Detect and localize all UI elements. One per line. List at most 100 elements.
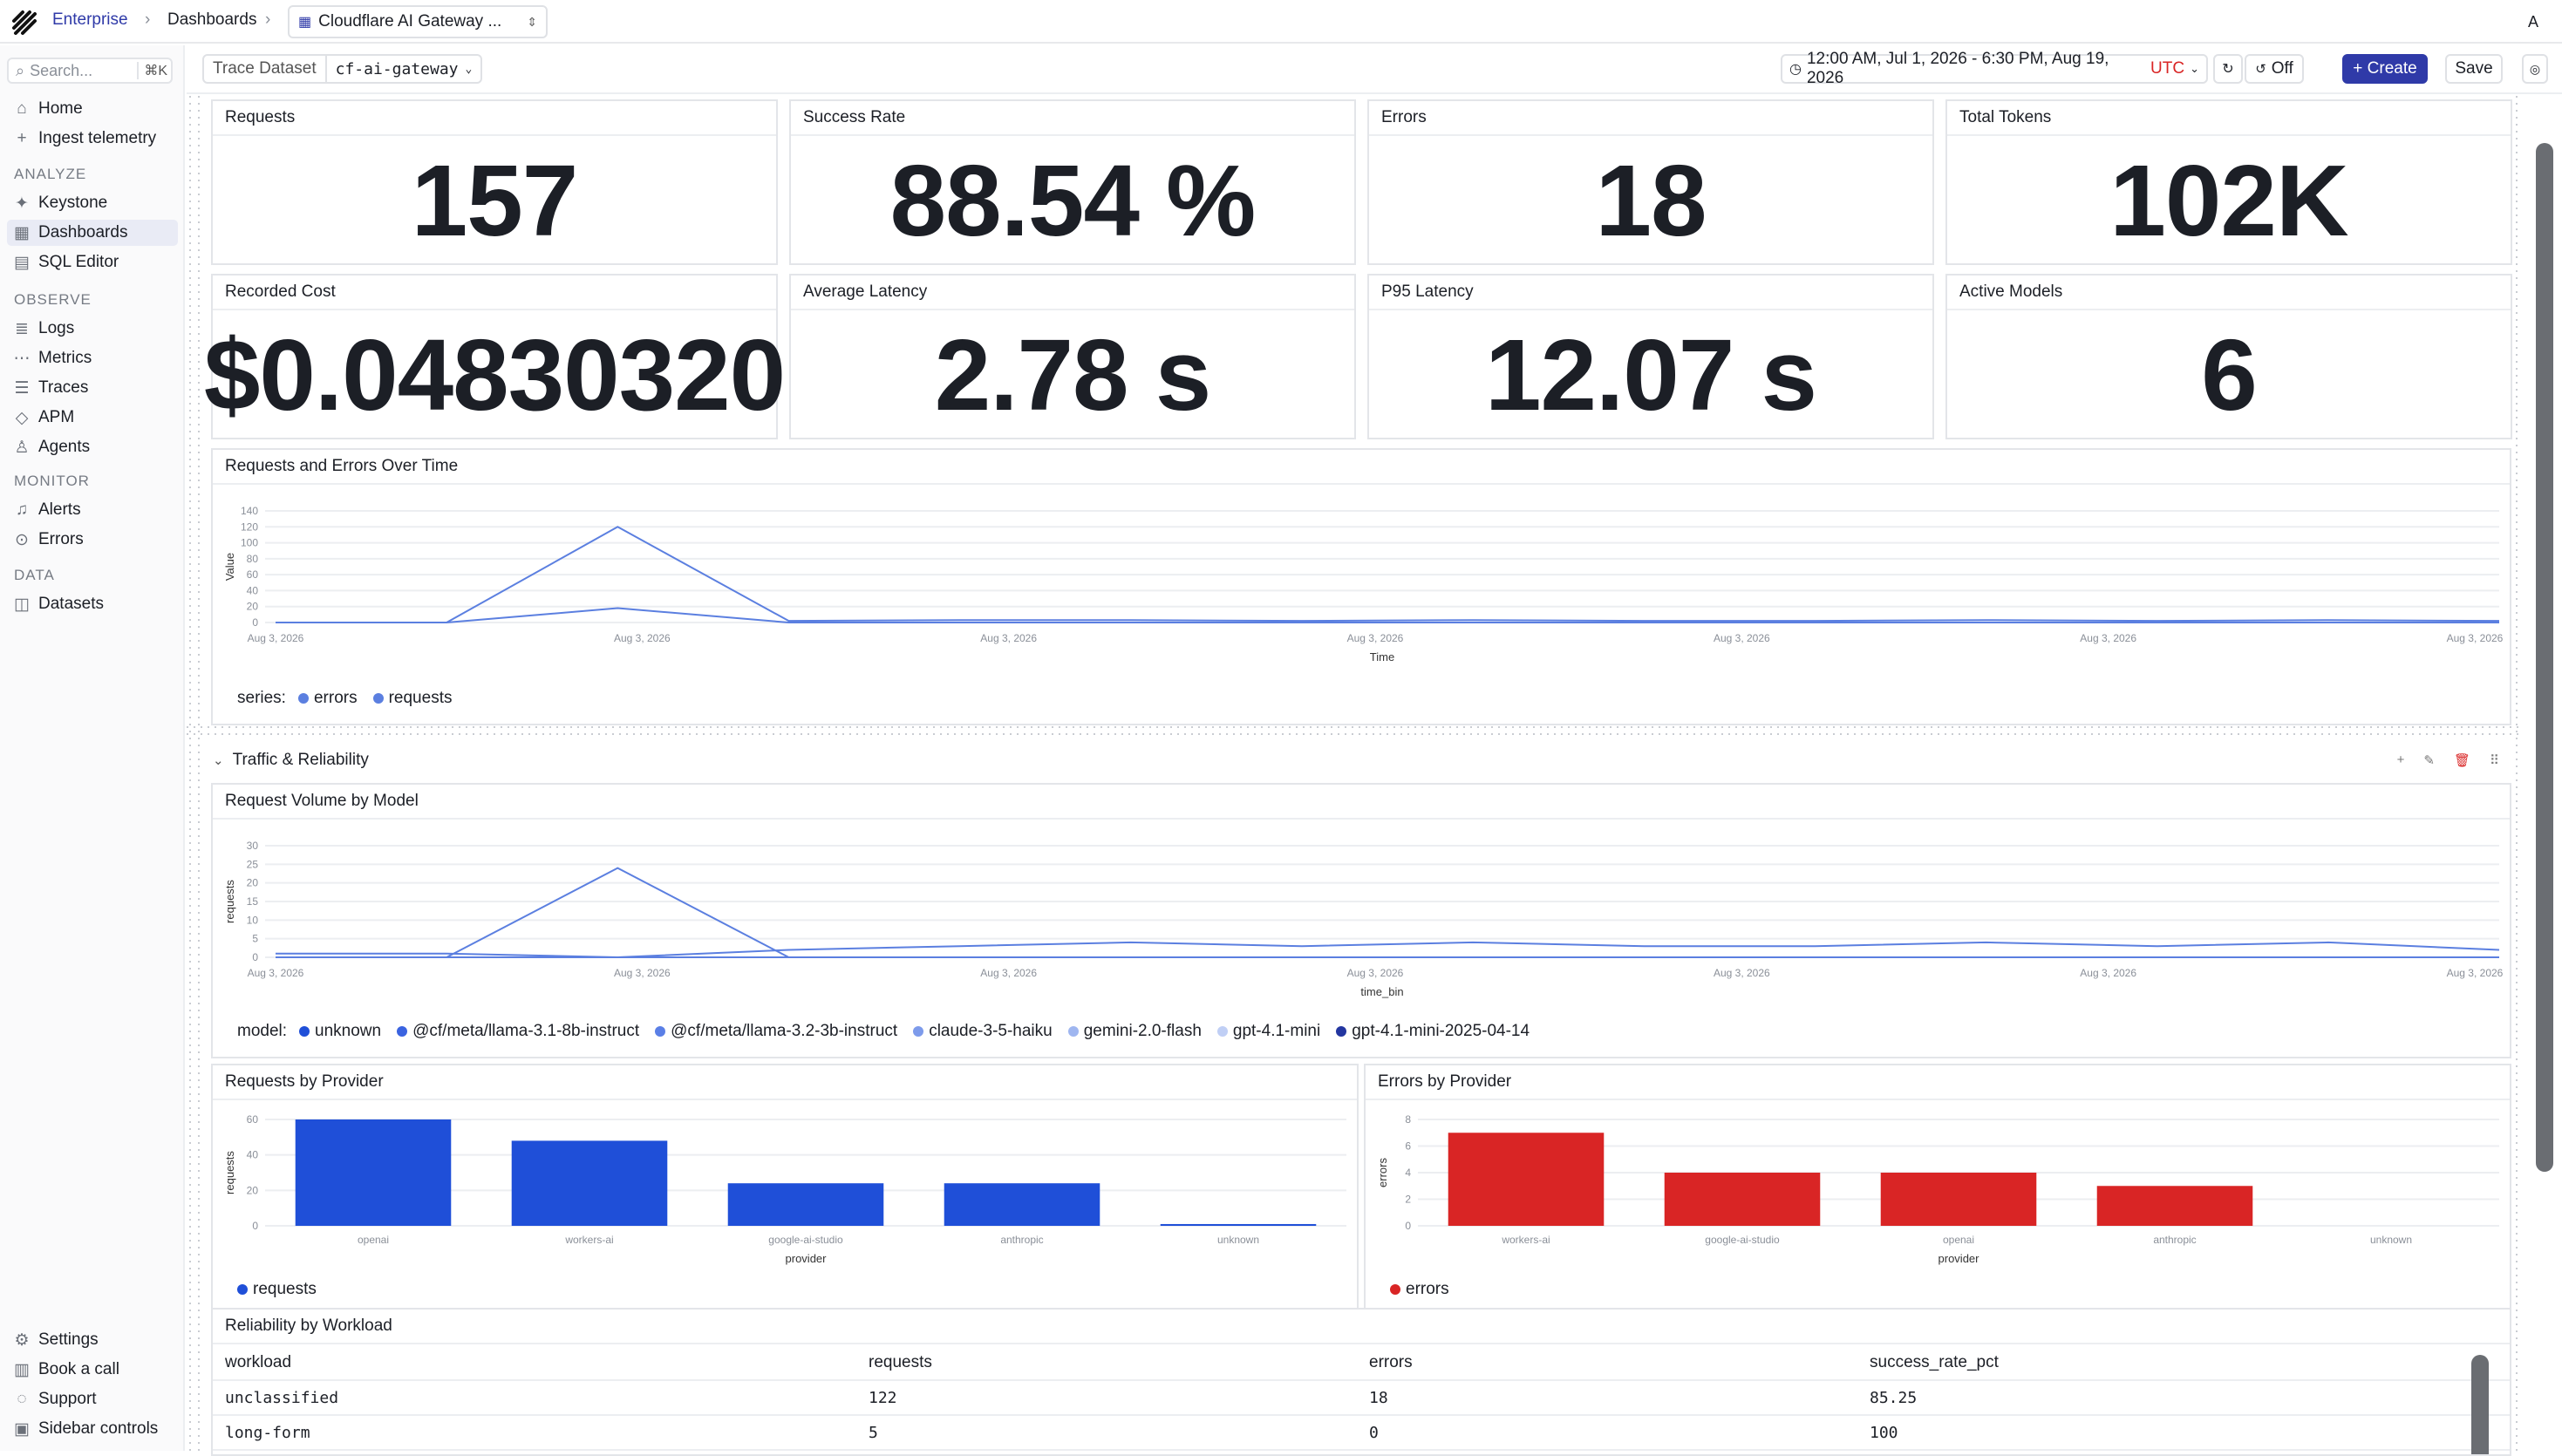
edit-icon[interactable]: ✎ bbox=[2423, 753, 2435, 768]
sidebar-item-agents[interactable]: ♙ Agents bbox=[7, 434, 178, 460]
y-axis-label: errors bbox=[1376, 1158, 1389, 1187]
bar-google-ai-studio[interactable] bbox=[727, 1183, 884, 1226]
dashboard-name: Cloudflare AI Gateway ... bbox=[318, 12, 502, 31]
delete-icon[interactable]: 🗑 bbox=[2453, 753, 2470, 768]
x-tick-label: Aug 3, 2026 bbox=[2447, 967, 2504, 979]
dashboard-selector[interactable]: ▦ Cloudflare AI Gateway ... ⇕ bbox=[288, 5, 548, 38]
sidebar-item-apm[interactable]: ◇ APM bbox=[7, 405, 178, 431]
legend-swatch bbox=[1067, 1026, 1079, 1037]
sidebar-item-errors[interactable]: ⊙ Errors bbox=[7, 527, 178, 553]
save-button[interactable]: Save bbox=[2445, 54, 2503, 84]
x-tick-label: anthropic bbox=[1000, 1234, 1043, 1246]
y-tick-label: 8 bbox=[1405, 1113, 1411, 1126]
dataset-selector[interactable]: Trace Dataset cf-ai-gateway ⌄ bbox=[202, 54, 483, 84]
search-icon: ⌕ bbox=[16, 61, 25, 79]
stat-title: Average Latency bbox=[791, 276, 1354, 310]
legend-swatch bbox=[237, 1284, 248, 1295]
y-tick-label: 6 bbox=[1405, 1140, 1411, 1153]
column-header: workload bbox=[225, 1353, 292, 1371]
page-scrollbar[interactable] bbox=[2536, 143, 2553, 1172]
clock-icon: ◷ bbox=[1789, 62, 1802, 77]
legend-entry[interactable]: requests bbox=[388, 689, 453, 707]
bar-openai[interactable] bbox=[295, 1119, 452, 1226]
legend-entry[interactable]: gpt-4.1-mini bbox=[1232, 1022, 1321, 1040]
legend-entry[interactable]: claude-3-5-haiku bbox=[929, 1022, 1053, 1040]
legend-entry[interactable]: requests bbox=[253, 1280, 317, 1298]
group-title: Traffic & Reliability bbox=[232, 751, 369, 769]
bar-workers-ai[interactable] bbox=[511, 1140, 668, 1226]
refresh-button[interactable]: ↻ bbox=[2213, 54, 2243, 84]
table-row[interactable]: unclassified 122 18 85.25 bbox=[213, 1381, 2510, 1416]
x-tick-label: Aug 3, 2026 bbox=[248, 967, 304, 979]
sidebar-item-home[interactable]: ⌂ Home bbox=[7, 96, 178, 122]
bell-icon: ♫ bbox=[15, 500, 29, 519]
stat-card-total-tokens: Total Tokens 102K bbox=[1945, 99, 2512, 265]
legend-swatch bbox=[299, 1026, 310, 1037]
sidebar-item-label: APM bbox=[38, 408, 75, 426]
bar-unknown[interactable] bbox=[1160, 1223, 1317, 1226]
legend-entry[interactable]: gemini-2.0-flash bbox=[1083, 1022, 1202, 1040]
breadcrumb-separator-icon: › bbox=[145, 10, 151, 29]
dashboard-icon: ▦ bbox=[14, 223, 30, 242]
group-header[interactable]: ⌄ Traffic & Reliability + ✎ 🗑 ⠿ bbox=[202, 743, 2511, 778]
settings-button[interactable]: ◎ bbox=[2522, 54, 2548, 84]
sidebar-item-alerts[interactable]: ♫ Alerts bbox=[7, 497, 178, 523]
create-button[interactable]: + Create bbox=[2342, 54, 2428, 84]
legend-entry[interactable]: @cf/meta/llama-3.1-8b-instruct bbox=[412, 1022, 640, 1040]
stat-title: Active Models bbox=[1947, 276, 2511, 310]
drag-handle-icon[interactable]: ⠿ bbox=[2490, 753, 2499, 768]
legend-entry[interactable]: @cf/meta/llama-3.2-3b-instruct bbox=[671, 1022, 898, 1040]
sidebar-item-datasets[interactable]: ◫ Datasets bbox=[7, 591, 178, 617]
y-tick-label: 2 bbox=[1405, 1194, 1411, 1206]
sidebar-item-ingest-telemetry[interactable]: + Ingest telemetry bbox=[7, 126, 178, 152]
sidebar-item-sql-editor[interactable]: ▤ SQL Editor bbox=[7, 249, 178, 276]
table-cell: unclassified bbox=[225, 1388, 339, 1407]
workspace-name[interactable]: Enterprise bbox=[52, 10, 128, 29]
sidebar-item-label: Dashboards bbox=[38, 223, 128, 242]
bar-workers-ai[interactable] bbox=[1448, 1133, 1605, 1226]
app-logo-icon[interactable] bbox=[10, 9, 38, 37]
bar-google-ai-studio[interactable] bbox=[1664, 1173, 1821, 1226]
stat-value: 102K bbox=[2109, 144, 2348, 257]
bar-anthropic[interactable] bbox=[944, 1183, 1100, 1226]
avatar[interactable]: A bbox=[2527, 12, 2538, 31]
sidebar-item-traces[interactable]: ☰ Traces bbox=[7, 375, 178, 401]
legend-entry[interactable]: gpt-4.1-mini-2025-04-14 bbox=[1352, 1022, 1530, 1040]
legend-entry[interactable]: errors bbox=[313, 689, 358, 707]
bar-anthropic[interactable] bbox=[2096, 1186, 2253, 1226]
sidebar-item-book-a-call[interactable]: ▥ Book a call bbox=[7, 1357, 178, 1383]
sidebar-item-keystone[interactable]: ✦ Keystone bbox=[7, 190, 178, 216]
stat-card-average-latency: Average Latency 2.78 s bbox=[789, 274, 1356, 439]
time-range-picker[interactable]: ◷ 12:00 AM, Jul 1, 2026 - 6:30 PM, Aug 1… bbox=[1781, 50, 2208, 87]
table-row[interactable]: long-form 5 0 100 bbox=[213, 1416, 2510, 1451]
legend-entry[interactable]: errors bbox=[1406, 1280, 1449, 1298]
sidebar-item-dashboards[interactable]: ▦ Dashboards bbox=[7, 220, 178, 246]
legend-title: series: bbox=[237, 689, 286, 707]
bar-openai[interactable] bbox=[1880, 1173, 2037, 1226]
legend-entry[interactable]: unknown bbox=[315, 1022, 382, 1040]
sidebar-item-sidebar-controls[interactable]: ▣ Sidebar controls bbox=[7, 1416, 178, 1442]
sidebar-item-logs[interactable]: ≣ Logs bbox=[7, 316, 178, 342]
stat-card-active-models: Active Models 6 bbox=[1945, 274, 2512, 439]
search-input[interactable]: ⌕ Search... ⌘K bbox=[7, 58, 173, 84]
terminal-icon: ▤ bbox=[14, 253, 30, 272]
request-volume-chart-card: Request Volume by Model 0 5 10 15 20 25 30 Aug … bbox=[211, 783, 2511, 1058]
settings-icon: ◎ bbox=[2529, 61, 2541, 76]
x-tick-label: openai bbox=[358, 1234, 389, 1246]
breadcrumb-dashboards[interactable]: Dashboards bbox=[167, 10, 257, 29]
x-tick-label: Aug 3, 2026 bbox=[980, 632, 1037, 644]
y-tick-label: 20 bbox=[247, 601, 259, 613]
gear-icon: ⚙ bbox=[14, 1330, 30, 1350]
sidebar-item-settings[interactable]: ⚙ Settings bbox=[7, 1327, 178, 1353]
add-panel-icon[interactable]: + bbox=[2396, 752, 2405, 767]
stat-card-success-rate: Success Rate 88.54 % bbox=[789, 99, 1356, 265]
chevron-down-icon[interactable]: ⌄ bbox=[213, 753, 224, 768]
table-scrollbar[interactable] bbox=[2471, 1355, 2489, 1454]
x-tick-label: Aug 3, 2026 bbox=[2080, 967, 2136, 979]
metrics-icon: ⋯ bbox=[13, 349, 31, 368]
sidebar-section-label: OBSERVE bbox=[14, 291, 92, 308]
sidebar-item-metrics[interactable]: ⋯ Metrics bbox=[7, 345, 178, 371]
auto-refresh-toggle[interactable]: ↺ Off bbox=[2245, 54, 2304, 84]
stat-title: Recorded Cost bbox=[213, 276, 776, 310]
sidebar-item-support[interactable]: ◌ Support bbox=[7, 1386, 178, 1412]
